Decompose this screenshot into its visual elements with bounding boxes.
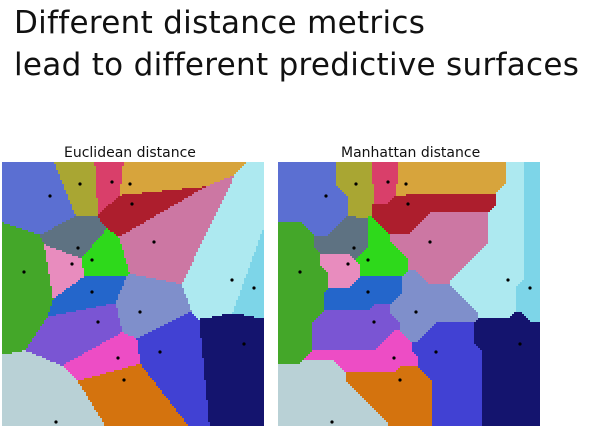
euclidean-training-point [70,262,74,266]
euclidean-panel-label: Euclidean distance [64,145,196,161]
manhattan-training-point [366,258,370,262]
euclidean-training-point [152,240,156,244]
manhattan-training-point [324,194,328,198]
euclidean-training-point [90,290,94,294]
euclidean-training-point [96,320,100,324]
manhattan-training-point [404,182,408,186]
manhattan-training-point [354,182,358,186]
euclidean-training-point [252,286,256,290]
euclidean-training-point [110,180,114,184]
manhattan-training-point [372,320,376,324]
euclidean-training-point [78,182,82,186]
euclidean-training-point [230,278,234,282]
euclidean-voronoi-plot [2,162,264,426]
manhattan-regions [278,162,540,426]
manhattan-training-point [386,180,390,184]
manhattan-panel-label: Manhattan distance [341,145,481,161]
manhattan-training-point [398,378,402,382]
title-line-1: Different distance metrics [14,5,426,41]
manhattan-training-point [346,262,350,266]
title-line-2: lead to different predictive surfaces [14,47,580,83]
euclidean-training-point [138,310,142,314]
euclidean-training-point [128,182,132,186]
euclidean-training-point [122,378,126,382]
manhattan-training-point [330,420,334,424]
manhattan-training-point [406,202,410,206]
manhattan-training-point [428,240,432,244]
euclidean-training-point [242,342,246,346]
manhattan-training-point [414,310,418,314]
euclidean-training-point [54,420,58,424]
manhattan-training-point [352,246,356,250]
euclidean-training-point [48,194,52,198]
manhattan-training-point [298,270,302,274]
manhattan-voronoi-plot [278,162,540,426]
manhattan-training-point [392,356,396,360]
euclidean-training-point [76,246,80,250]
euclidean-regions [2,162,264,426]
manhattan-training-point [434,350,438,354]
manhattan-voronoi-panel [278,162,540,426]
manhattan-training-point [518,342,522,346]
euclidean-training-point [130,202,134,206]
euclidean-training-point [90,258,94,262]
manhattan-training-point [528,286,532,290]
euclidean-voronoi-panel [2,162,264,426]
euclidean-training-point [22,270,26,274]
manhattan-training-point [366,290,370,294]
slide-title: Different distance metrics lead to diffe… [14,2,579,86]
euclidean-training-point [158,350,162,354]
euclidean-training-point [116,356,120,360]
manhattan-training-point [506,278,510,282]
